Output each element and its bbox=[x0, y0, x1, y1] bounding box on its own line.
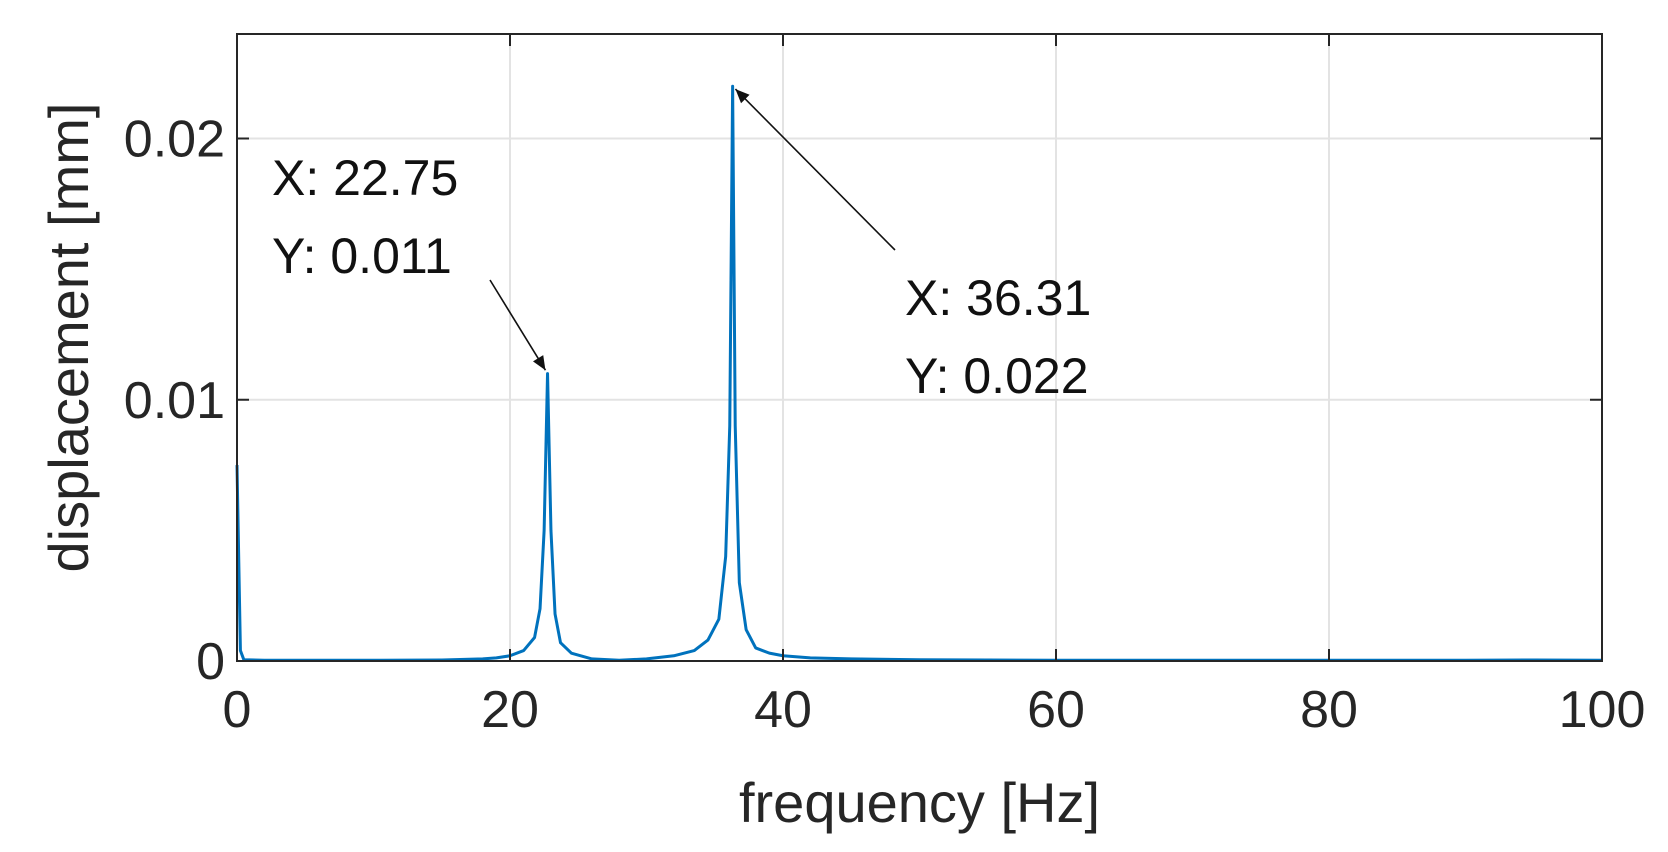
ticks-layer: 0 20 40 60 80 100 0 0.01 0.02 bbox=[124, 34, 1646, 739]
x-tick-label: 40 bbox=[754, 681, 812, 739]
y-tick-label: 0 bbox=[196, 633, 225, 691]
axes-box bbox=[236, 33, 1603, 662]
annotation-layer: X: 22.75 Y: 0.011 X: 36.31 Y: 0.022 bbox=[272, 88, 1091, 404]
annotation-x-label: X: 36.31 bbox=[905, 270, 1091, 326]
annotation-arrowhead bbox=[533, 355, 546, 371]
series-line bbox=[235, 84, 1603, 662]
x-tick-label: 60 bbox=[1027, 681, 1085, 739]
x-tick-label: 80 bbox=[1300, 681, 1358, 739]
annotation-arrow bbox=[734, 88, 896, 251]
x-tick-label: 20 bbox=[481, 681, 539, 739]
annotation-arrowhead bbox=[735, 89, 750, 104]
y-tick-label: 0.01 bbox=[124, 372, 225, 430]
annotation-arrow bbox=[489, 279, 547, 371]
annotation-y-label: Y: 0.022 bbox=[905, 348, 1089, 404]
y-axis-title: displacement [mm] bbox=[37, 103, 100, 573]
x-tick-label: 100 bbox=[1559, 681, 1646, 739]
x-tick-label: 0 bbox=[223, 681, 252, 739]
annotation-x-label: X: 22.75 bbox=[272, 150, 458, 206]
annotation-y-label: Y: 0.011 bbox=[272, 228, 452, 284]
axes-layer bbox=[236, 33, 1603, 662]
y-tick-label: 0.02 bbox=[124, 111, 225, 169]
x-axis-title: frequency [Hz] bbox=[739, 771, 1100, 834]
series-layer bbox=[235, 84, 1603, 662]
